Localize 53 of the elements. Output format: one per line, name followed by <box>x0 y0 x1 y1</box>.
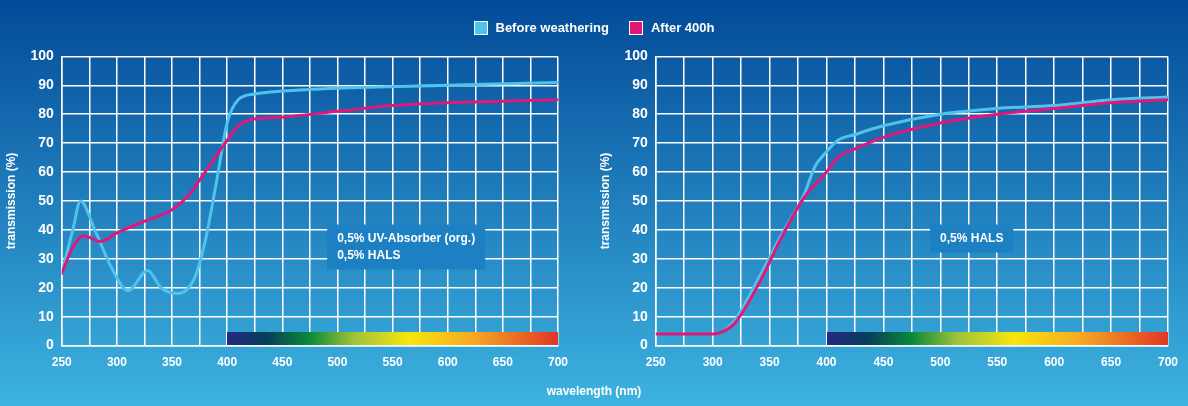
y-tick-label: 20 <box>38 278 54 295</box>
legend-label: After 400h <box>649 20 715 35</box>
x-tick-label: 550 <box>382 355 403 370</box>
y-tick-label: 20 <box>632 278 648 295</box>
y-tick-label: 100 <box>30 47 54 64</box>
y-tick-label: 0 <box>639 336 648 353</box>
x-tick-label: 250 <box>645 355 667 370</box>
x-axis-title: wavelength (nm) <box>545 384 643 398</box>
y-tick-label: 60 <box>632 162 648 179</box>
y-tick-label: 50 <box>38 191 54 208</box>
annotation: 0,5% UV-Absorber (org.) <box>337 230 476 245</box>
y-tick-label: 0 <box>45 336 54 353</box>
x-tick-label: 500 <box>930 355 951 370</box>
line-series <box>61 80 558 296</box>
x-tick-label: 350 <box>162 355 183 370</box>
y-axis-title: transmission (%) <box>597 152 612 250</box>
y-tick-label: 70 <box>38 134 54 151</box>
x-tick-label: 350 <box>759 355 780 370</box>
x-tick-label: 650 <box>492 355 514 370</box>
y-tick-label: 90 <box>38 76 54 93</box>
y-tick-label: 100 <box>624 47 648 64</box>
y-tick-label: 80 <box>632 105 648 122</box>
y-tick-label: 70 <box>632 134 648 151</box>
y-tick-label: 10 <box>632 307 648 324</box>
y-tick-label: 40 <box>632 220 648 237</box>
y-tick-label: 50 <box>632 191 648 208</box>
x-tick-label: 700 <box>1157 355 1179 370</box>
y-tick-label: 30 <box>38 249 54 266</box>
x-tick-label: 250 <box>51 355 73 370</box>
y-tick-label: 80 <box>38 105 54 122</box>
y-tick-label: 40 <box>38 220 54 237</box>
legend-label: Before weathering <box>494 20 609 35</box>
line-series <box>655 98 1168 336</box>
y-tick-label: 90 <box>632 76 648 93</box>
y-tick-label: 60 <box>38 162 54 179</box>
y-tick-label: 10 <box>38 307 54 324</box>
annotation: 0,5% HALS <box>940 230 1004 245</box>
x-tick-label: 550 <box>987 355 1008 370</box>
annotation: 0,5% HALS <box>337 247 401 262</box>
x-tick-label: 400 <box>816 355 837 370</box>
x-tick-label: 300 <box>702 355 724 370</box>
x-tick-label: 500 <box>327 355 348 370</box>
y-axis-title: transmission (%) <box>3 152 18 250</box>
x-tick-label: 400 <box>217 355 238 370</box>
y-tick-label: 30 <box>632 249 648 266</box>
x-tick-label: 300 <box>106 355 128 370</box>
x-tick-label: 450 <box>873 355 894 370</box>
x-tick-label: 600 <box>1044 355 1065 370</box>
x-tick-label: 450 <box>272 355 293 370</box>
line-series <box>61 98 558 275</box>
x-tick-label: 600 <box>437 355 459 370</box>
x-tick-label: 650 <box>1101 355 1122 370</box>
x-tick-label: 700 <box>547 355 569 370</box>
